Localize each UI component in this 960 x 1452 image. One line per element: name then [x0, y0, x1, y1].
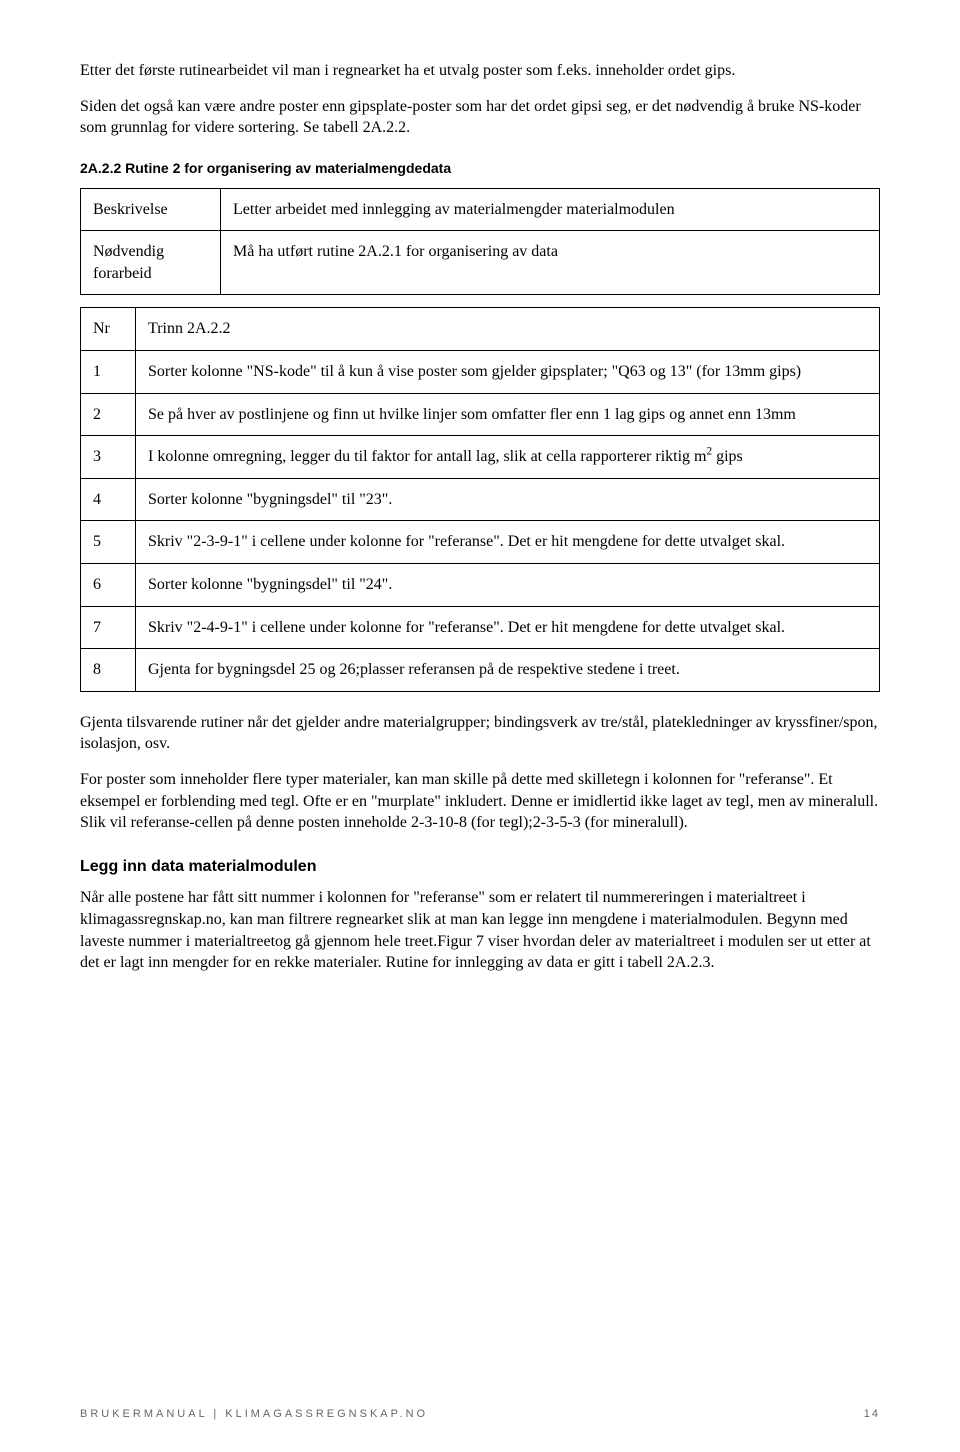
steps-table: Nr Trinn 2A.2.2 1 Sorter kolonne "NS-kod… — [80, 307, 880, 691]
step-text: Sorter kolonne "bygningsdel" til "23". — [136, 478, 880, 521]
step-nr: 3 — [81, 436, 136, 479]
table-row: 1 Sorter kolonne "NS-kode" til å kun å v… — [81, 351, 880, 394]
footer-page-number: 14 — [864, 1407, 880, 1422]
footer-left: BRUKERMANUAL | KLIMAGASSREGNSKAP.NO — [80, 1407, 428, 1422]
subsection-heading: Legg inn data materialmodulen — [80, 856, 880, 878]
section-heading: 2A.2.2 Rutine 2 for organisering av mate… — [80, 159, 880, 178]
table-row: Beskrivelse Letter arbeidet med innleggi… — [81, 188, 880, 231]
step-text-pre: I kolonne omregning, legger du til fakto… — [148, 448, 706, 465]
step-text: Se på hver av postlinjene og finn ut hvi… — [136, 393, 880, 436]
page-footer: BRUKERMANUAL | KLIMAGASSREGNSKAP.NO 14 — [80, 1407, 880, 1422]
forarbeid-text: Må ha utført rutine 2A.2.1 for organiser… — [221, 231, 880, 295]
step-text: Sorter kolonne "NS-kode" til å kun å vis… — [136, 351, 880, 394]
outro-para-2: For poster som inneholder flere typer ma… — [80, 769, 880, 834]
table-row: 5 Skriv "2-3-9-1" i cellene under kolonn… — [81, 521, 880, 564]
step-text: Gjenta for bygningsdel 25 og 26;plasser … — [136, 649, 880, 692]
forarbeid-label: Nødvendig forarbeid — [81, 231, 221, 295]
table-row: 7 Skriv "2-4-9-1" i cellene under kolonn… — [81, 606, 880, 649]
step-nr: 8 — [81, 649, 136, 692]
subsection-para-1: Når alle postene har fått sitt nummer i … — [80, 887, 880, 973]
intro-para-2: Siden det også kan være andre poster enn… — [80, 96, 880, 139]
outro-para-1: Gjenta tilsvarende rutiner når det gjeld… — [80, 712, 880, 755]
step-nr: 6 — [81, 564, 136, 607]
table-row: 4 Sorter kolonne "bygningsdel" til "23". — [81, 478, 880, 521]
table-row: 8 Gjenta for bygningsdel 25 og 26;plasse… — [81, 649, 880, 692]
step-nr: 7 — [81, 606, 136, 649]
intro-para-1: Etter det første rutinearbeidet vil man … — [80, 60, 880, 82]
trinn-header: Trinn 2A.2.2 — [136, 308, 880, 351]
step-text: Skriv "2-4-9-1" i cellene under kolonne … — [136, 606, 880, 649]
definitions-table: Beskrivelse Letter arbeidet med innleggi… — [80, 188, 880, 296]
nr-header: Nr — [81, 308, 136, 351]
table-row: 6 Sorter kolonne "bygningsdel" til "24". — [81, 564, 880, 607]
step-text-post: gips — [712, 448, 743, 465]
step-text: Skriv "2-3-9-1" i cellene under kolonne … — [136, 521, 880, 564]
table-header-row: Nr Trinn 2A.2.2 — [81, 308, 880, 351]
step-text: Sorter kolonne "bygningsdel" til "24". — [136, 564, 880, 607]
table-row: 2 Se på hver av postlinjene og finn ut h… — [81, 393, 880, 436]
step-nr: 2 — [81, 393, 136, 436]
step-nr: 5 — [81, 521, 136, 564]
step-nr: 1 — [81, 351, 136, 394]
beskrivelse-label: Beskrivelse — [81, 188, 221, 231]
table-row: Nødvendig forarbeid Må ha utført rutine … — [81, 231, 880, 295]
beskrivelse-text: Letter arbeidet med innlegging av materi… — [221, 188, 880, 231]
step-text: I kolonne omregning, legger du til fakto… — [136, 436, 880, 479]
table-row: 3 I kolonne omregning, legger du til fak… — [81, 436, 880, 479]
step-nr: 4 — [81, 478, 136, 521]
